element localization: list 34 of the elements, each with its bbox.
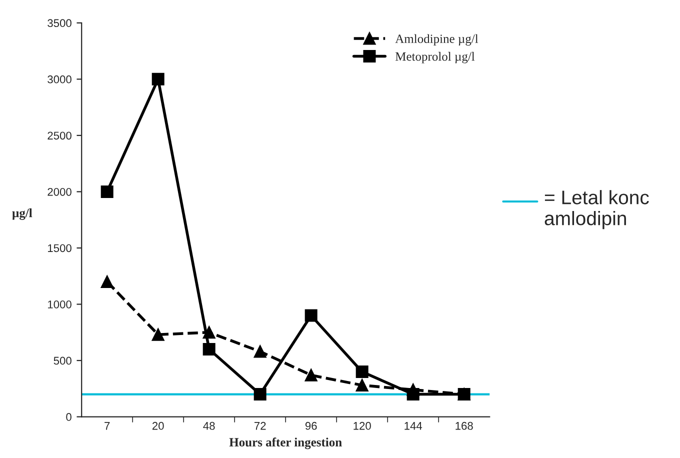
point — [202, 326, 216, 339]
y-tick-label: 2000 — [48, 188, 72, 196]
x-tick-label: 20 — [152, 422, 164, 430]
x-tick-label: 48 — [203, 422, 215, 430]
point — [356, 379, 368, 392]
y-tick-label: 500 — [54, 356, 72, 365]
point — [254, 345, 266, 358]
point — [152, 328, 164, 341]
point — [100, 275, 114, 288]
x-tick-label: 96 — [305, 422, 317, 430]
x-tick-label: 168 — [456, 422, 473, 430]
x-tick-label: 72 — [254, 422, 266, 430]
y-tick-label: 2500 — [48, 132, 72, 140]
point — [152, 72, 164, 86]
x-tick-label: 144 — [404, 422, 422, 430]
point — [304, 368, 318, 382]
point — [356, 366, 368, 378]
y-tick-label: 3000 — [48, 75, 72, 84]
x-axis-title: Hours after ingestion — [229, 438, 342, 450]
point — [100, 185, 114, 198]
x-tick-label: 7 — [104, 422, 110, 430]
y-tick-label: 1500 — [48, 244, 72, 252]
y-tick-label: 0 — [66, 413, 72, 421]
legend-label: Metoprolol µg/l — [395, 52, 475, 64]
point — [202, 343, 216, 356]
x-tick-label: 120 — [354, 422, 371, 430]
legend-label: Amlodipine µg/l — [395, 34, 478, 46]
legend-label: = Letal konc amlodipin — [544, 190, 649, 230]
point — [304, 309, 318, 322]
y-tick-label: 3500 — [48, 19, 72, 28]
point — [406, 384, 420, 396]
y-tick-label: 1000 — [48, 300, 72, 308]
y-axis-title: µg/l — [12, 208, 32, 220]
point — [254, 388, 266, 401]
